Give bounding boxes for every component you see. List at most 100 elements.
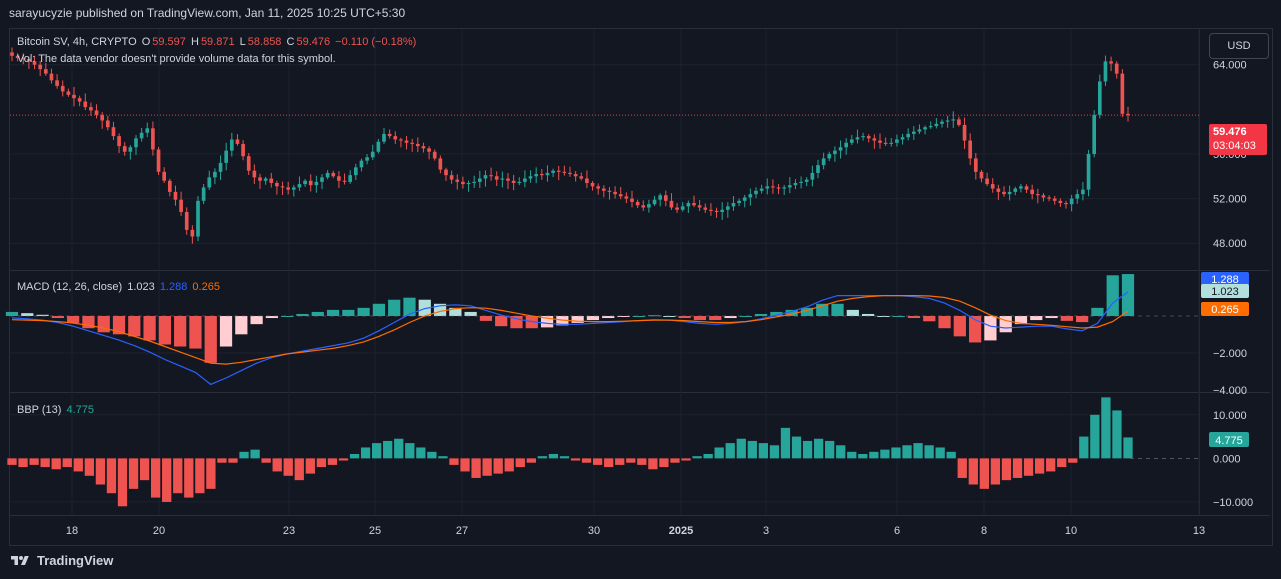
bbp-title[interactable]: BBP (13) (17, 404, 62, 416)
price-legend: Bitcoin SV, 4h, CRYPTO O 59.597 H 59.871 L… (17, 36, 418, 48)
macd-tick-label: −4.000 (1213, 385, 1247, 397)
bbp-bar (139, 458, 150, 481)
candle-body (709, 209, 713, 211)
macd-histogram-bar (219, 316, 233, 347)
candle-body (590, 182, 595, 187)
bbp-bar (659, 458, 669, 468)
candle-body (714, 210, 719, 212)
candle-body (331, 172, 336, 177)
candle-body (280, 186, 285, 188)
macd-histogram-bar (143, 316, 156, 341)
candle-body (754, 190, 758, 195)
bbp-bar (725, 443, 735, 459)
macd-histogram-bar (831, 303, 844, 316)
bbp-bar (979, 458, 989, 489)
candle-body (652, 199, 657, 205)
bbp-bar (615, 458, 625, 465)
macd-histogram-bar (174, 316, 187, 347)
close-label: C (286, 36, 295, 48)
macd-histogram-bar (861, 313, 875, 316)
bbp-bar (548, 454, 559, 459)
bbp-bar (1123, 437, 1133, 459)
candle-body (607, 190, 612, 192)
bbp-bar (272, 458, 282, 472)
macd-histogram-bar (938, 316, 951, 329)
bbp-bar (769, 445, 780, 459)
candle-body (658, 195, 663, 200)
bbp-bar (526, 458, 536, 463)
open-label: O (141, 36, 151, 48)
candle-body (55, 80, 59, 86)
candle-body (246, 156, 251, 171)
bbp-bar (162, 458, 172, 502)
bbp-tick-label: −10.000 (1213, 497, 1253, 509)
candle-body (573, 174, 578, 177)
macd-line-tag-text: 1.288 (1211, 274, 1239, 286)
candle-countdown: 03:04:03 (1213, 140, 1256, 152)
macd-title[interactable]: MACD (12, 26, close) (17, 281, 123, 293)
candle-body (291, 187, 296, 190)
bbp-bar (692, 456, 702, 459)
candle-body (269, 178, 274, 183)
candle-body (105, 120, 110, 128)
macd-histogram-bar (326, 309, 340, 316)
macd-histogram-bar (678, 316, 691, 319)
tradingview-logo-icon (11, 555, 29, 565)
candle-body (382, 133, 386, 142)
symbol-label[interactable]: Bitcoin SV, 4h, CRYPTO (17, 36, 137, 48)
bbp-value: 4.775 (66, 404, 95, 416)
candle-body (731, 203, 736, 207)
candle-body (844, 142, 849, 148)
candle-body (449, 175, 454, 180)
candle-body (1047, 197, 1051, 199)
open-value: 59.597 (152, 36, 186, 48)
macd-histogram-bar (388, 299, 401, 316)
candle-body (1069, 198, 1074, 205)
candle-body (466, 182, 471, 185)
candle-body (173, 191, 178, 200)
candle-body (122, 146, 127, 152)
time-tick-label: 23 (283, 525, 295, 537)
bbp-bar (283, 458, 293, 476)
candle-body (833, 150, 837, 154)
candle-body (72, 94, 76, 99)
macd-histogram-bar (464, 311, 477, 316)
macd-histogram-bar (479, 316, 493, 321)
time-tick-label: 27 (456, 525, 468, 537)
macd-line-value: 1.288 (159, 281, 188, 293)
footer-brand[interactable]: TradingView (9, 553, 113, 568)
candle-body (263, 178, 268, 181)
candle-body (647, 204, 651, 208)
bbp-bar (758, 443, 769, 459)
candle-body (957, 119, 961, 125)
candle-body (579, 176, 584, 179)
candle-body (613, 191, 617, 195)
chart-frame (9, 28, 1273, 546)
candle-body (348, 175, 353, 182)
macd-histogram-bar (632, 316, 645, 317)
candle-body (1024, 186, 1029, 190)
bbp-bar (173, 458, 183, 494)
macd-histogram-bar (617, 316, 630, 317)
candle-body (286, 187, 291, 190)
candle-body (838, 147, 843, 151)
high-value: 59.871 (200, 36, 235, 48)
bbp-bar (117, 458, 128, 507)
macd-histogram-bar (204, 316, 217, 363)
bbp-value-tag-text: 4.775 (1215, 435, 1243, 447)
bbp-bar (18, 458, 28, 468)
candle-body (438, 158, 443, 170)
price-tick-label: 48.000 (1213, 238, 1247, 250)
candle-body (585, 178, 589, 183)
currency-button[interactable]: USD (1209, 33, 1269, 59)
macd-line-tag (1201, 272, 1249, 286)
candle-body (21, 58, 26, 60)
candle-body (342, 180, 347, 182)
candle-body (1114, 63, 1119, 74)
bbp-bar (338, 458, 349, 461)
candle-body (461, 181, 465, 185)
candle-body (692, 203, 696, 206)
candle-body (523, 178, 527, 182)
candle-body (596, 186, 601, 189)
